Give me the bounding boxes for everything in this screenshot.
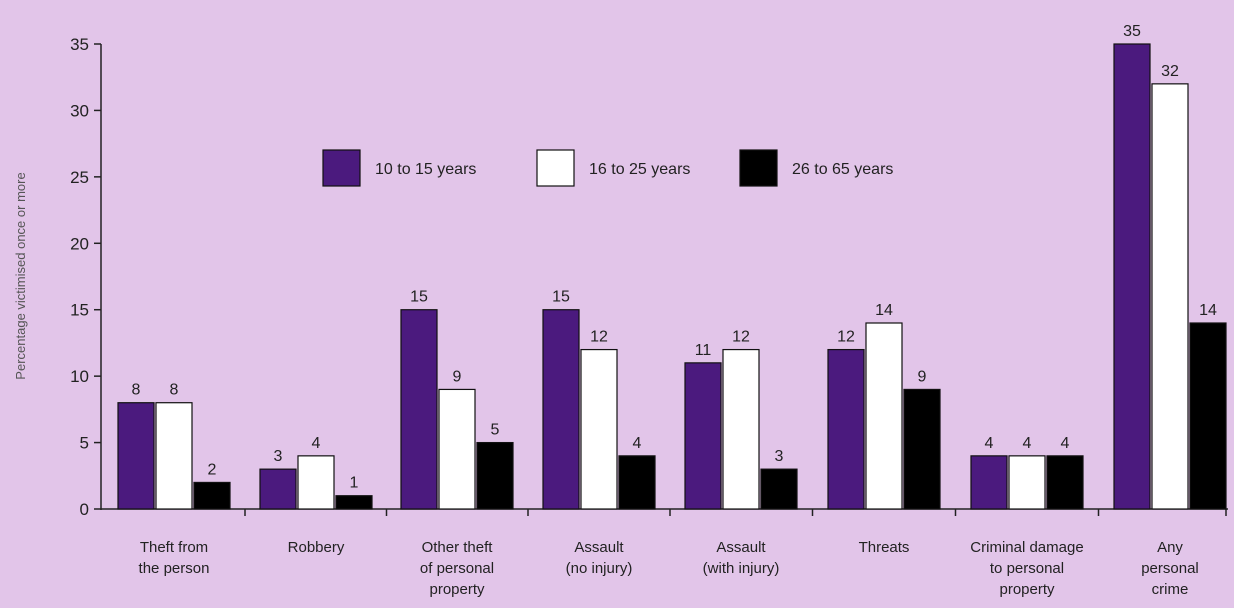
data-label: 4 (312, 435, 321, 452)
bar (760, 468, 798, 510)
data-label: 8 (132, 382, 141, 399)
data-label: 4 (985, 435, 994, 452)
bar (722, 348, 760, 510)
data-label: 35 (1123, 23, 1141, 40)
data-label: 2 (208, 461, 217, 478)
data-label: 3 (274, 448, 283, 465)
data-label: 9 (918, 368, 927, 385)
category-label: to personal (990, 560, 1064, 577)
bar (1151, 83, 1189, 510)
bar (827, 348, 865, 510)
category-label: Criminal damage (970, 539, 1083, 556)
category-label: Threats (859, 539, 910, 556)
y-tick-label: 10 (70, 367, 89, 386)
category-label: Assault (574, 539, 624, 556)
y-axis-title: Percentage victimised once or more (13, 172, 28, 379)
data-label: 3 (775, 448, 784, 465)
category-label: Theft from (140, 539, 208, 556)
bar (618, 455, 656, 510)
y-axis: 0 5 10 15 20 25 30 35 Percentage victimised once… (13, 35, 102, 519)
category-label: crime (1152, 581, 1189, 598)
data-label: 12 (732, 329, 750, 346)
legend: 10 to 15 years 16 to 25 years 26 to 65 yea… (322, 149, 893, 187)
legend-label: 26 to 65 years (792, 161, 893, 178)
category-label: property (429, 581, 485, 598)
bar (400, 309, 438, 510)
bar (903, 388, 941, 510)
data-label: 5 (491, 422, 500, 439)
x-axis: Theft from the person Robbery Other theft of… (101, 508, 1228, 598)
data-label: 9 (453, 368, 462, 385)
data-label: 4 (633, 435, 642, 452)
category-label: (with injury) (703, 560, 780, 577)
bar (684, 362, 722, 510)
y-tick-label: 35 (70, 35, 89, 54)
data-label: 14 (875, 302, 893, 319)
y-tick-label: 15 (70, 301, 89, 320)
data-label: 15 (552, 289, 570, 306)
legend-label: 10 to 15 years (375, 161, 476, 178)
bar (1113, 43, 1151, 510)
data-label: 12 (590, 329, 608, 346)
bar (865, 322, 903, 510)
y-tick-label: 5 (80, 434, 89, 453)
bar (297, 455, 335, 510)
category-label: personal (1141, 560, 1199, 577)
bar (476, 441, 514, 510)
category-label: of personal (420, 560, 494, 577)
category-label: Any (1157, 539, 1183, 556)
bar (335, 495, 373, 510)
data-label: 32 (1161, 63, 1179, 80)
data-label: 14 (1199, 302, 1217, 319)
category-label: (no injury) (566, 560, 633, 577)
category-label: Assault (716, 539, 766, 556)
y-tick-label: 30 (70, 101, 89, 120)
bar (1046, 455, 1084, 510)
bar (438, 388, 476, 510)
y-tick-label: 20 (70, 234, 89, 253)
legend-swatch (536, 149, 575, 187)
bar (1008, 455, 1046, 510)
data-label: 12 (837, 329, 855, 346)
bar (155, 402, 193, 510)
bar (970, 455, 1008, 510)
legend-label: 16 to 25 years (589, 161, 690, 178)
category-label: Robbery (288, 539, 345, 556)
bar (117, 402, 155, 510)
legend-swatch (322, 149, 361, 187)
bar (542, 309, 580, 510)
category-label: Other theft (422, 539, 494, 556)
data-label: 4 (1061, 435, 1070, 452)
bar (259, 468, 297, 510)
y-tick-label: 0 (80, 500, 89, 519)
legend-swatch (739, 149, 778, 187)
data-label: 11 (695, 342, 712, 359)
category-label: the person (139, 560, 210, 577)
bar (580, 348, 618, 510)
bar (193, 481, 231, 510)
bar (1189, 322, 1227, 510)
data-label: 8 (170, 382, 179, 399)
category-label: property (999, 581, 1055, 598)
data-label: 15 (410, 289, 428, 306)
data-label: 1 (350, 475, 359, 492)
y-tick-label: 25 (70, 168, 89, 187)
data-label: 4 (1023, 435, 1032, 452)
